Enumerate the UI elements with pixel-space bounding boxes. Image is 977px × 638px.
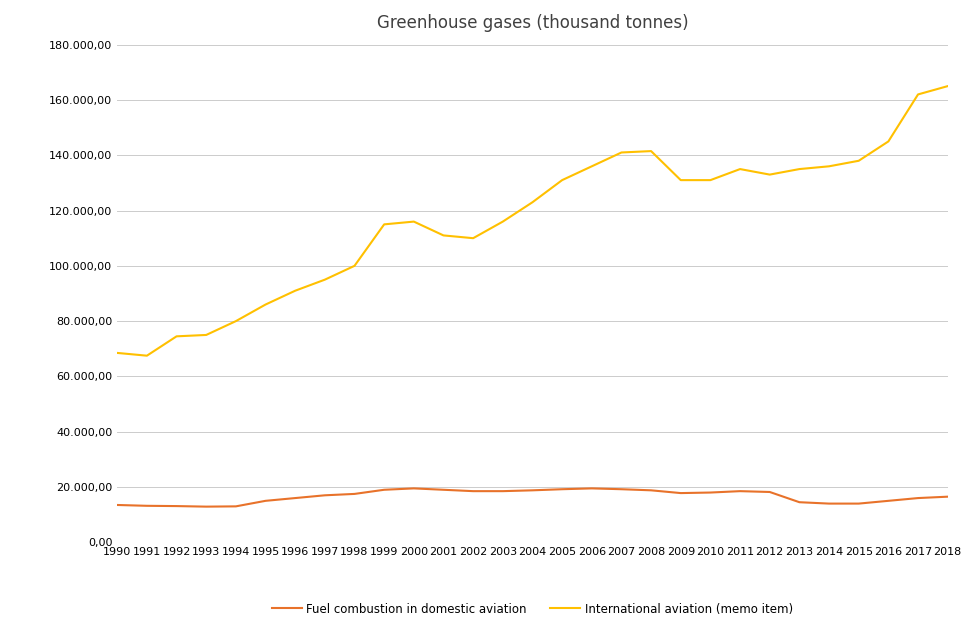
Fuel combustion in domestic aviation	[260, 497, 272, 505]
Fuel combustion in domestic aviation	[942, 493, 954, 500]
International aviation (memo item)	[675, 176, 687, 184]
Fuel combustion in domestic aviation	[824, 500, 835, 507]
International aviation (memo item)	[645, 147, 657, 155]
Fuel combustion in domestic aviation	[289, 494, 301, 502]
Fuel combustion in domestic aviation	[349, 490, 361, 498]
Fuel combustion in domestic aviation	[527, 487, 538, 494]
International aviation (memo item)	[704, 176, 716, 184]
Fuel combustion in domestic aviation	[853, 500, 865, 507]
International aviation (memo item)	[349, 262, 361, 270]
International aviation (memo item)	[378, 221, 390, 228]
Fuel combustion in domestic aviation	[171, 502, 183, 510]
Fuel combustion in domestic aviation	[556, 486, 568, 493]
Fuel combustion in domestic aviation	[319, 491, 331, 499]
International aviation (memo item)	[616, 149, 627, 156]
International aviation (memo item)	[793, 165, 805, 173]
International aviation (memo item)	[942, 82, 954, 90]
International aviation (memo item)	[586, 163, 598, 170]
Fuel combustion in domestic aviation	[675, 489, 687, 497]
International aviation (memo item)	[556, 176, 568, 184]
Fuel combustion in domestic aviation	[734, 487, 745, 495]
Fuel combustion in domestic aviation	[378, 486, 390, 494]
International aviation (memo item)	[260, 300, 272, 308]
Fuel combustion in domestic aviation	[645, 487, 657, 494]
Fuel combustion in domestic aviation	[141, 502, 152, 510]
Title: Greenhouse gases (thousand tonnes): Greenhouse gases (thousand tonnes)	[377, 14, 688, 32]
Fuel combustion in domestic aviation	[497, 487, 509, 495]
Fuel combustion in domestic aviation	[882, 497, 894, 505]
International aviation (memo item)	[913, 91, 924, 98]
International aviation (memo item)	[764, 171, 776, 179]
International aviation (memo item)	[527, 198, 538, 206]
Line: International aviation (memo item): International aviation (memo item)	[117, 86, 948, 356]
Fuel combustion in domestic aviation	[616, 486, 627, 493]
International aviation (memo item)	[200, 331, 212, 339]
International aviation (memo item)	[289, 287, 301, 295]
International aviation (memo item)	[882, 138, 894, 145]
Line: Fuel combustion in domestic aviation: Fuel combustion in domestic aviation	[117, 489, 948, 507]
International aviation (memo item)	[497, 218, 509, 225]
Fuel combustion in domestic aviation	[793, 498, 805, 506]
International aviation (memo item)	[141, 352, 152, 360]
Fuel combustion in domestic aviation	[764, 488, 776, 496]
Fuel combustion in domestic aviation	[704, 489, 716, 496]
International aviation (memo item)	[319, 276, 331, 283]
Fuel combustion in domestic aviation	[438, 486, 449, 494]
International aviation (memo item)	[230, 317, 241, 325]
International aviation (memo item)	[824, 163, 835, 170]
International aviation (memo item)	[111, 349, 123, 357]
Legend: Fuel combustion in domestic aviation, International aviation (memo item): Fuel combustion in domestic aviation, In…	[268, 598, 797, 620]
Fuel combustion in domestic aviation	[200, 503, 212, 510]
Fuel combustion in domestic aviation	[111, 501, 123, 509]
International aviation (memo item)	[734, 165, 745, 173]
Fuel combustion in domestic aviation	[408, 485, 420, 493]
Fuel combustion in domestic aviation	[913, 494, 924, 502]
International aviation (memo item)	[853, 157, 865, 165]
International aviation (memo item)	[408, 218, 420, 225]
Fuel combustion in domestic aviation	[467, 487, 479, 495]
Fuel combustion in domestic aviation	[586, 485, 598, 493]
International aviation (memo item)	[438, 232, 449, 239]
Fuel combustion in domestic aviation	[230, 503, 241, 510]
International aviation (memo item)	[467, 234, 479, 242]
International aviation (memo item)	[171, 332, 183, 340]
